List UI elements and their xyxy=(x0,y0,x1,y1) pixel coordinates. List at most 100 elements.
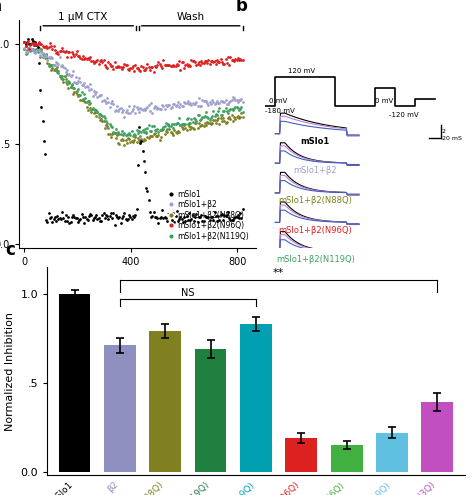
Point xyxy=(54,59,61,67)
Point xyxy=(207,56,215,64)
Point xyxy=(61,49,68,56)
Point xyxy=(139,126,146,134)
Point xyxy=(162,119,170,127)
Point xyxy=(84,216,91,224)
Point xyxy=(164,120,172,128)
Point xyxy=(134,105,142,113)
Point xyxy=(20,45,28,52)
Point xyxy=(58,208,66,216)
Point xyxy=(107,99,115,106)
Point xyxy=(196,61,204,69)
Point xyxy=(157,62,164,70)
Point xyxy=(139,106,146,114)
Point xyxy=(71,51,78,59)
Point xyxy=(64,77,72,85)
Point xyxy=(179,57,187,65)
Point xyxy=(220,117,228,125)
Point xyxy=(239,98,246,105)
Point xyxy=(154,214,161,222)
Point xyxy=(55,67,62,75)
Point xyxy=(133,103,140,111)
Point xyxy=(111,129,118,137)
Point xyxy=(217,55,225,63)
Point xyxy=(161,104,168,112)
Point xyxy=(37,45,45,53)
Point xyxy=(177,121,184,129)
Point xyxy=(100,112,108,120)
Point xyxy=(41,51,49,59)
Point xyxy=(69,90,77,98)
Point xyxy=(128,127,136,135)
Point xyxy=(169,100,177,108)
Point xyxy=(79,95,87,103)
Point xyxy=(163,61,171,69)
Point xyxy=(141,168,149,176)
Point xyxy=(72,214,79,222)
Point xyxy=(156,126,164,134)
Point xyxy=(151,102,159,110)
Point xyxy=(158,206,166,214)
Point xyxy=(160,56,167,64)
Point xyxy=(131,109,139,117)
Point xyxy=(218,97,226,104)
Point xyxy=(197,102,205,110)
Point xyxy=(29,38,36,46)
Point xyxy=(183,60,191,68)
Point xyxy=(161,61,168,69)
Point xyxy=(202,121,210,129)
Point xyxy=(85,86,93,94)
Point xyxy=(234,53,242,61)
Point xyxy=(194,60,201,68)
Point xyxy=(230,94,238,102)
Point xyxy=(90,109,98,117)
Point xyxy=(109,128,117,136)
Point xyxy=(192,119,200,127)
Point xyxy=(185,209,193,217)
Point xyxy=(210,58,217,66)
Point xyxy=(127,212,134,220)
Point xyxy=(106,103,113,111)
Point xyxy=(169,124,177,132)
Point xyxy=(183,99,191,107)
Point xyxy=(214,57,222,65)
Point xyxy=(217,114,225,122)
Point xyxy=(226,106,233,114)
Point xyxy=(162,100,170,108)
Point xyxy=(188,101,195,109)
Point xyxy=(164,100,172,108)
Point xyxy=(62,75,70,83)
Point xyxy=(189,99,196,107)
Point xyxy=(210,216,217,224)
Point xyxy=(69,50,77,58)
Point xyxy=(30,39,38,47)
Point xyxy=(203,59,211,67)
Point xyxy=(116,213,123,221)
Text: mSlo1+β2(N88Q): mSlo1+β2(N88Q) xyxy=(278,196,352,205)
Point xyxy=(44,218,51,226)
Point xyxy=(60,63,67,71)
Point xyxy=(31,41,39,49)
Point xyxy=(35,44,43,52)
Point xyxy=(139,137,146,145)
Point xyxy=(134,129,142,137)
Point xyxy=(171,62,178,70)
Point xyxy=(144,188,151,196)
Point xyxy=(134,134,142,142)
Point xyxy=(229,117,237,125)
Point xyxy=(227,53,234,61)
Point xyxy=(79,82,87,90)
Point xyxy=(57,74,64,82)
Point xyxy=(183,126,191,134)
Point xyxy=(137,139,144,147)
Point xyxy=(178,120,185,128)
Point xyxy=(151,62,159,70)
Point xyxy=(40,137,47,145)
Point xyxy=(35,46,43,54)
Text: Wash: Wash xyxy=(302,273,323,282)
Point xyxy=(207,114,215,122)
Point xyxy=(200,217,208,225)
Point xyxy=(77,91,84,99)
Point xyxy=(52,66,60,74)
Point xyxy=(94,108,101,116)
Text: 0 mV: 0 mV xyxy=(375,98,393,104)
